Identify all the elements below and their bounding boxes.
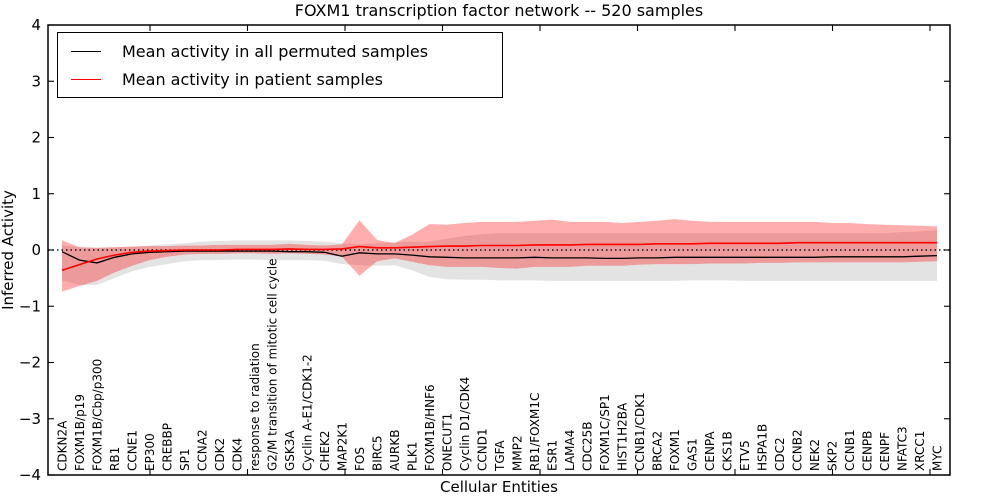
x-tick-label: CCNB2 xyxy=(791,429,805,471)
y-tick-label: 4 xyxy=(31,16,41,34)
legend-red-line-icon xyxy=(71,78,101,80)
x-tick-label: CENPF xyxy=(878,432,892,471)
x-tick-label: CENPA xyxy=(703,431,717,471)
y-tick-label: −4 xyxy=(19,466,41,484)
y-tick-label: 0 xyxy=(31,241,41,259)
x-tick-label: GAS1 xyxy=(686,438,700,471)
x-tick-label: CDKN2A xyxy=(56,420,70,471)
x-tick-label: CCNE1 xyxy=(126,430,140,471)
legend-label-permuted: Mean activity in all permuted samples xyxy=(122,41,429,61)
y-tick-label: 2 xyxy=(31,129,41,147)
x-tick-label: ETV5 xyxy=(738,440,752,471)
legend-black-line-icon xyxy=(71,50,101,52)
x-tick-label: G2/M transition of mitotic cell cycle xyxy=(266,258,280,471)
x-tick-label: LAMA4 xyxy=(563,430,577,471)
y-tick-label: −1 xyxy=(19,297,41,315)
x-tick-label: TGFA xyxy=(493,440,507,472)
legend-label-patient: Mean activity in patient samples xyxy=(122,69,383,89)
x-tick-label: FOXM1C/SP1 xyxy=(598,394,612,471)
x-tick-label: GSK3A xyxy=(283,430,297,471)
y-tick-label: 3 xyxy=(31,72,41,90)
patient-mean-line xyxy=(61,241,937,272)
x-tick-label: CENPB xyxy=(861,431,875,471)
permuted-mean-line xyxy=(61,250,938,264)
legend-item-permuted: Mean activity in all permuted samples xyxy=(58,39,502,63)
x-tick-label: CKS1B xyxy=(721,431,735,471)
x-tick-label: CHEK2 xyxy=(318,431,332,472)
x-tick-label: PLK1 xyxy=(406,442,420,471)
x-tick-label: FOXM1B/Cbp/p300 xyxy=(91,359,105,471)
x-tick-label: HSPA1B xyxy=(756,424,770,471)
x-tick-label: CREBBP xyxy=(161,423,175,471)
x-tick-label: MMP2 xyxy=(511,435,525,471)
legend-item-patient: Mean activity in patient samples xyxy=(58,67,502,91)
x-tick-label: CCNB1/CDK1 xyxy=(633,392,647,471)
x-tick-label: NFATC3 xyxy=(896,426,910,471)
x-tick-label: SKP2 xyxy=(826,441,840,471)
x-tick-label: AURKB xyxy=(388,430,402,471)
y-tick-label: −2 xyxy=(19,354,41,372)
x-tick-label: Cyclin A-E1/CDK1-2 xyxy=(301,354,315,471)
x-tick-label: XRCC1 xyxy=(913,431,927,471)
x-tick-label: CDK2 xyxy=(213,438,227,471)
x-tick-label: response to radiation xyxy=(248,343,262,471)
legend: Mean activity in all permuted samples Me… xyxy=(57,32,503,98)
x-tick-label: HIST1H2BA xyxy=(616,402,630,471)
x-tick-label: EP300 xyxy=(143,433,157,471)
x-tick-label: CCND1 xyxy=(476,428,490,471)
x-tick-label: CDC2 xyxy=(773,437,787,471)
plot-frame xyxy=(47,24,951,476)
x-tick-label: MAP2K1 xyxy=(336,422,350,471)
x-tick-label: CCNB1 xyxy=(843,429,857,471)
x-tick-label: FOXM1 xyxy=(668,429,682,471)
chart-title: FOXM1 transcription factor network -- 52… xyxy=(294,1,704,20)
x-tick-label: SP1 xyxy=(178,449,192,472)
x-axis-label: Cellular Entities xyxy=(440,478,558,496)
x-tick-label: MYC xyxy=(931,446,945,471)
x-tick-label: CDK4 xyxy=(231,438,245,471)
x-tick-label: Cyclin D1/CDK4 xyxy=(458,377,472,471)
patient-band xyxy=(62,219,937,292)
x-tick-label: FOXM1B/p19 xyxy=(73,394,87,471)
x-tick-label: RB1 xyxy=(108,447,122,471)
x-tick-label: FOXM1B/HNF6 xyxy=(423,384,437,471)
y-tick-label: 1 xyxy=(31,185,41,203)
x-tick-label: NEK2 xyxy=(808,439,822,471)
x-tick-label: CCNA2 xyxy=(196,429,210,471)
x-tick-label: RB1/FOXM1C xyxy=(528,393,542,471)
x-tick-label: ONECUT1 xyxy=(441,413,455,471)
y-tick-label: −3 xyxy=(19,410,41,428)
x-tick-label: BRCA2 xyxy=(651,431,665,471)
x-tick-label: FOS xyxy=(353,447,367,471)
x-tick-label: BIRC5 xyxy=(371,435,385,471)
x-tick-label: ESR1 xyxy=(546,440,560,471)
y-axis-label: Inferred Activity xyxy=(0,190,17,310)
x-tick-label: CDC25B xyxy=(581,422,595,472)
